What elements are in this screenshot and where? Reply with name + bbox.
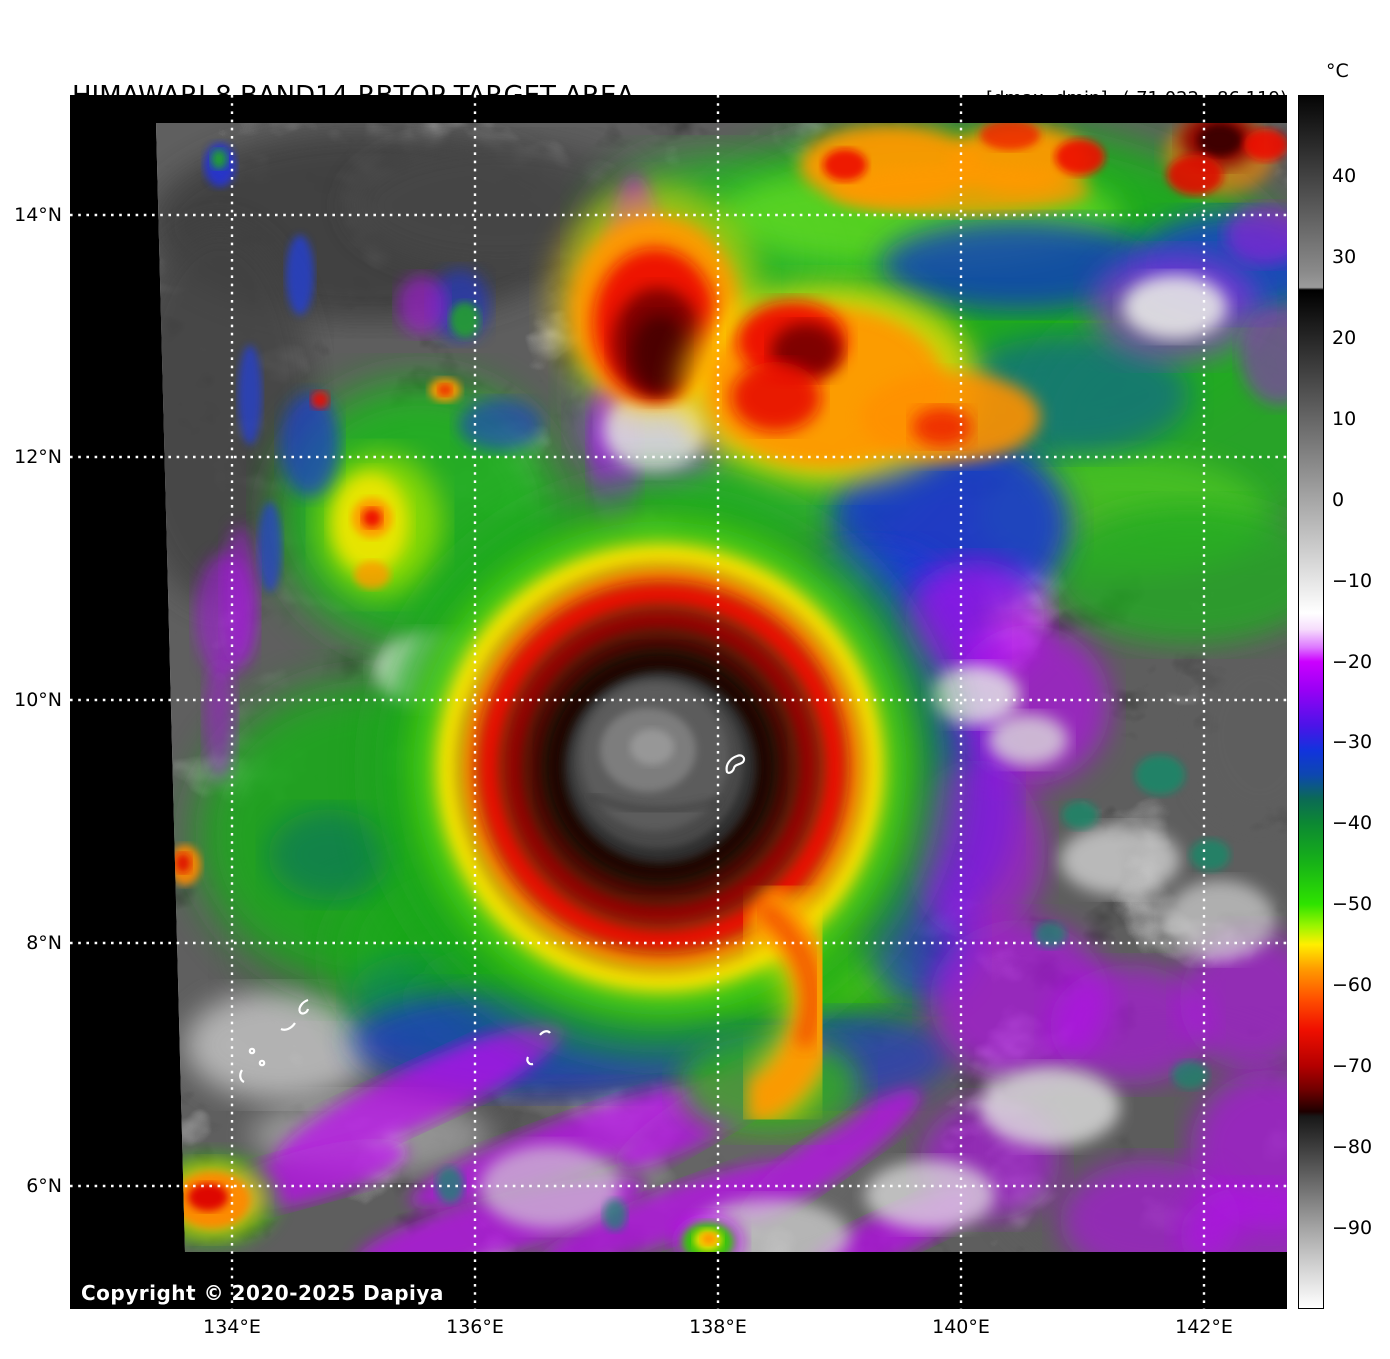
lat-tick-label: 8°N [26, 932, 62, 954]
copyright-label: Copyright © 2020-2025 Dapiya [81, 1281, 444, 1305]
lat-tick-label: 12°N [14, 446, 62, 468]
lon-tick-label: 138°E [689, 1316, 747, 1338]
lon-tick-label: 136°E [446, 1316, 504, 1338]
colorbar-tick-label: −40 [1332, 812, 1373, 835]
colorbar-tick-label: −20 [1332, 650, 1373, 673]
colorbar-tick-label: 30 [1332, 245, 1357, 268]
gridlines [70, 95, 1287, 1309]
colorbar-unit-label: °C [1326, 60, 1349, 82]
colorbar-tick-label: 10 [1332, 407, 1357, 430]
coastlines [239, 754, 746, 1083]
colorbar-tick-label: −60 [1332, 974, 1373, 997]
colorbar-tick-label: −10 [1332, 569, 1373, 592]
deep-convection-blobs [156, 123, 1287, 1252]
colorbar-tick-label: −50 [1332, 893, 1373, 916]
colorbar-tick-label: 20 [1332, 326, 1357, 349]
storm-core [375, 483, 945, 1135]
colorbar-tick-label: 0 [1332, 488, 1345, 511]
lat-tick-label: 6°N [26, 1175, 62, 1197]
lon-tick-label: 142°E [1175, 1316, 1233, 1338]
colorbar-tick-label: −30 [1332, 731, 1373, 754]
colorbar-tick-label: 40 [1332, 164, 1357, 187]
colorbar-tick-label: −70 [1332, 1055, 1373, 1078]
colorbar [1298, 95, 1324, 1309]
lat-tick-label: 10°N [14, 689, 62, 711]
lon-tick-label: 140°E [932, 1316, 990, 1338]
satellite-image [70, 95, 1287, 1309]
lon-tick-label: 134°E [203, 1316, 261, 1338]
storm-eye-region [564, 671, 756, 863]
colorbar-tick-label: −90 [1332, 1217, 1373, 1240]
colorbar-tick-label: −80 [1332, 1136, 1373, 1159]
white-cloud-patches [375, 275, 1275, 1252]
lat-tick-label: 14°N [14, 204, 62, 226]
satellite-swath [156, 123, 1287, 1252]
map-plot: Copyright © 2020-2025 Dapiya [70, 95, 1287, 1309]
